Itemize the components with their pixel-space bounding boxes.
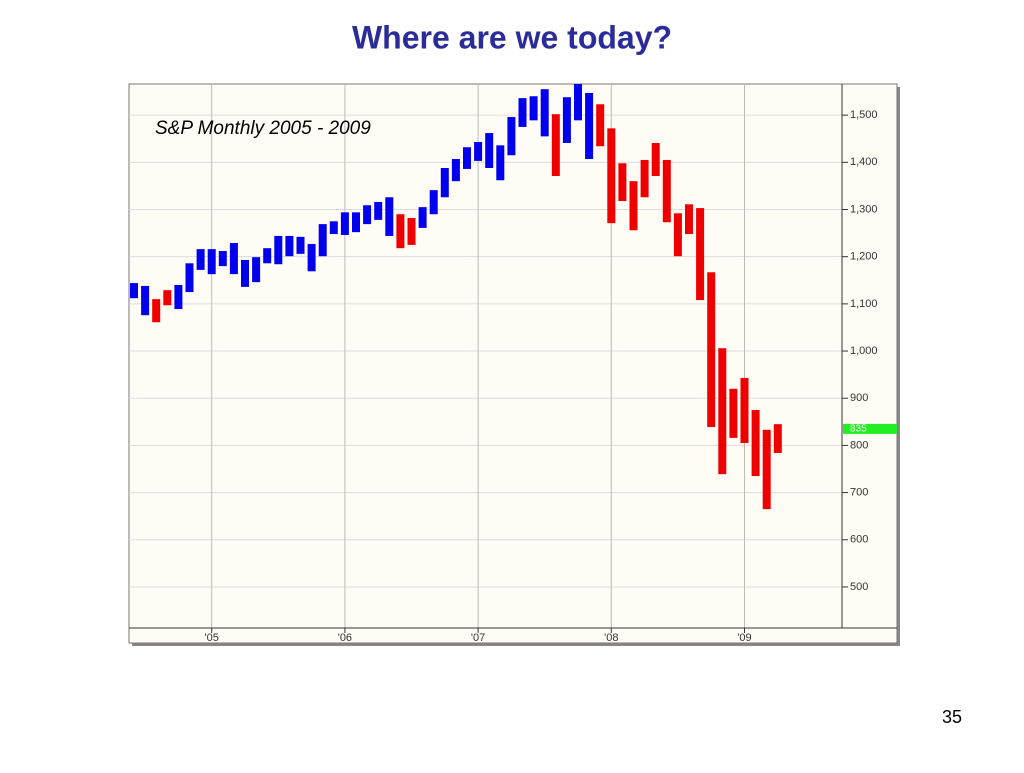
y-tick-label: 800: [850, 439, 868, 451]
range-bar: [562, 97, 571, 143]
range-bar: [696, 208, 705, 301]
range-bar: [618, 163, 627, 202]
annotation: S&P Monthly 2005 - 2009: [155, 118, 371, 139]
range-bar: [241, 259, 249, 287]
range-bar: [729, 388, 738, 438]
range-bar: [163, 290, 172, 306]
range-bar: [574, 84, 582, 121]
range-bar: [707, 272, 716, 428]
range-bar: [685, 204, 693, 235]
range-bar: [296, 236, 305, 254]
range-bar: [374, 201, 383, 220]
range-bar: [274, 235, 283, 265]
range-bar: [407, 217, 416, 245]
range-bar: [662, 159, 671, 223]
range-bar: [673, 213, 682, 257]
x-tick-label: '08: [604, 632, 618, 644]
range-bar: [340, 212, 349, 235]
range-bar: [540, 89, 549, 137]
range-bar: [751, 410, 760, 477]
range-bar: [396, 214, 405, 249]
x-tick-label: '09: [737, 632, 751, 644]
range-bar: [352, 212, 360, 233]
plot: [129, 84, 848, 633]
x-tick-label: '06: [338, 632, 352, 644]
range-bar: [307, 243, 316, 272]
range-bar: [740, 377, 749, 444]
range-bar: [640, 159, 649, 198]
range-bar: [252, 257, 261, 283]
range-bar: [463, 147, 471, 169]
range-bar: [585, 92, 594, 160]
y-tick-label: 1,000: [850, 345, 878, 357]
range-bar: [507, 117, 516, 156]
range-bar: [152, 299, 161, 323]
range-bar: [285, 235, 294, 257]
range-bar: [229, 243, 238, 275]
y-tick-label: 500: [850, 581, 868, 593]
range-bar: [718, 348, 727, 475]
slide-title: Where are we today?: [352, 19, 672, 55]
range-bar: [607, 128, 616, 224]
range-bar: [596, 104, 605, 147]
y-tick-label: 600: [850, 534, 868, 546]
range-bar: [263, 248, 272, 264]
y-tick-label: 900: [850, 392, 868, 404]
range-bar: [429, 190, 438, 215]
last-value-label: 835: [850, 424, 867, 435]
range-bar: [440, 167, 449, 198]
range-bar: [518, 98, 527, 127]
x-tick-label: '07: [471, 632, 485, 644]
range-bar: [773, 424, 782, 453]
y-tick-label: 700: [850, 486, 868, 498]
range-bar: [318, 224, 327, 257]
range-bar: [141, 285, 150, 316]
range-bar: [329, 221, 338, 235]
x-tick-label: '05: [205, 632, 219, 644]
range-bar: [185, 263, 194, 293]
range-bar: [651, 142, 660, 177]
range-bar: [207, 249, 216, 275]
y-tick-label: 1,500: [850, 109, 878, 121]
chart-frame: [128, 83, 898, 644]
range-bar: [551, 114, 560, 177]
range-bar: [418, 207, 427, 228]
range-bar: [363, 205, 372, 225]
range-bar: [529, 96, 538, 121]
y-tick-label: 1,200: [850, 251, 878, 263]
range-bar: [385, 197, 394, 236]
range-bar: [196, 249, 205, 270]
last-value-box: [843, 423, 897, 434]
page-number: 35: [942, 707, 962, 727]
range-bar: [762, 429, 771, 510]
range-bar: [485, 133, 494, 168]
range-bar: [629, 181, 638, 231]
range-bar: [130, 283, 138, 299]
range-bar: [496, 145, 505, 181]
range-bar: [218, 251, 227, 267]
range-bar: [174, 284, 183, 310]
range-bar: [451, 159, 460, 182]
y-tick-label: 1,300: [850, 203, 878, 215]
y-tick-label: 1,100: [850, 298, 878, 310]
range-bar: [474, 142, 483, 161]
y-tick-label: 1,400: [850, 156, 878, 168]
